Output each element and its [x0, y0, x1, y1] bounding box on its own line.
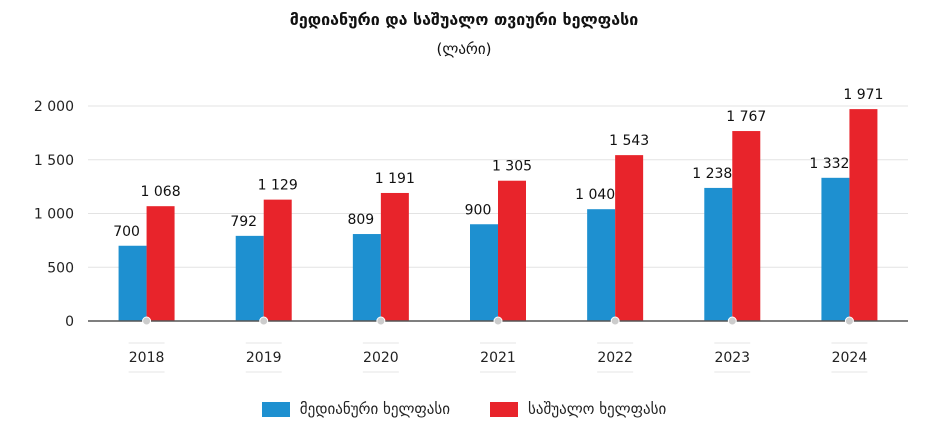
data-label: 1 305: [492, 159, 532, 175]
data-label: 1 971: [843, 87, 883, 103]
bar-average: [146, 206, 175, 321]
data-label: 792: [230, 214, 257, 230]
bar-median: [352, 234, 381, 321]
axis-marker-dot: [610, 316, 620, 326]
data-label: 700: [113, 224, 140, 240]
bar-median: [704, 187, 733, 321]
data-label: 1 767: [726, 109, 766, 125]
bar-average: [263, 199, 292, 321]
chart-subtitle: (ლარი): [436, 40, 492, 58]
legend-swatch-average: [490, 401, 519, 417]
data-label: 1 040: [575, 187, 615, 203]
data-label: 1 543: [609, 133, 649, 149]
axis-marker-dot: [376, 316, 386, 326]
legend-item-median: მედიანური ხელფასი: [261, 400, 451, 418]
bar-average: [498, 180, 526, 321]
bar-median: [470, 224, 498, 321]
legend: მედიანური ხელფასი საშუალო ხელფასი: [0, 400, 928, 418]
data-label: 1 238: [692, 166, 732, 182]
chart-title: მედიანური და საშუალო თვიური ხელფასი: [289, 10, 639, 29]
data-label: 900: [465, 202, 492, 218]
x-tick-label: 2022: [597, 350, 633, 366]
bar-average: [849, 109, 878, 322]
legend-label-median: მედიანური ხელფასი: [299, 400, 451, 418]
y-tick-label: 2 000: [34, 99, 74, 115]
legend-swatch-median: [261, 401, 290, 417]
y-tick-label: 500: [47, 260, 74, 276]
bar-average: [615, 155, 644, 321]
x-tick-label: 2020: [363, 350, 399, 366]
bar-median: [821, 177, 850, 321]
data-label: 1 332: [809, 156, 849, 172]
legend-item-average: საშუალო ხელფასი: [490, 400, 666, 418]
axis-marker-dot: [493, 316, 503, 326]
axis-marker-dot: [844, 316, 854, 326]
data-label: 1 068: [141, 184, 181, 200]
bar-average: [732, 131, 761, 321]
legend-label-average: საშუალო ხელფასი: [528, 400, 667, 418]
axis-marker-dot: [142, 316, 152, 326]
bar-average: [380, 192, 409, 321]
x-tick-label: 2024: [832, 350, 868, 366]
bar-median: [587, 209, 616, 321]
axis-marker-dot: [727, 316, 737, 326]
x-tick-label: 2023: [714, 350, 750, 366]
x-tick-label: 2018: [129, 350, 165, 366]
bar-median: [235, 235, 264, 321]
y-tick-label: 1 000: [34, 207, 74, 223]
x-tick-label: 2019: [246, 350, 282, 366]
y-tick-label: 0: [65, 314, 74, 330]
axis-marker-dot: [259, 316, 269, 326]
data-label: 1 129: [258, 178, 298, 194]
data-label: 809: [347, 212, 374, 228]
bar-median: [118, 245, 147, 321]
x-tick-label: 2021: [480, 350, 516, 366]
data-label: 1 191: [375, 171, 415, 187]
y-tick-label: 1 500: [34, 153, 74, 169]
